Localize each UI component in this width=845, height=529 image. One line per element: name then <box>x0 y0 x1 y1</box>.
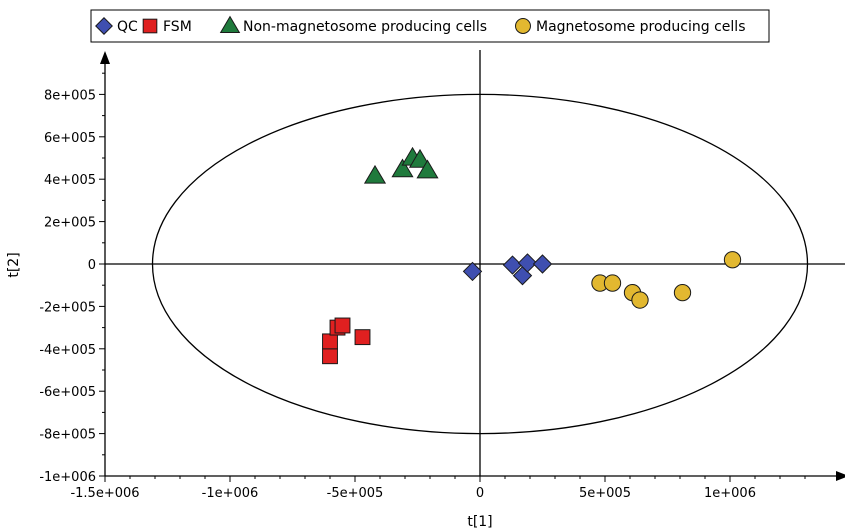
axes: -1.5e+006 -1e+006 -5e+005 0 5e+005 1e+006-1e+… <box>39 50 845 501</box>
legend-label-qc: QC <box>117 19 138 35</box>
fsm-point <box>354 329 371 346</box>
y-axis-label: t[2] <box>6 252 22 277</box>
y-tick-label: 2e+005 <box>44 216 96 231</box>
non-magnetosome-producing-cells-point <box>363 164 387 184</box>
qc-point <box>502 255 523 275</box>
non-magnetosome-producing-cells-point <box>391 158 414 178</box>
x-tick-label: 0 <box>476 486 484 501</box>
legend-marker-fsm <box>142 18 158 34</box>
legend-label-fsm: FSM <box>163 19 192 35</box>
qc-point <box>532 254 553 274</box>
x-axis-label: t[1] <box>467 514 492 529</box>
y-tick-label: -6e+005 <box>39 385 96 400</box>
legend-marker-qc <box>95 17 113 35</box>
fsm-point <box>322 348 338 365</box>
y-axis-arrow <box>100 51 110 64</box>
qc-point <box>517 253 538 273</box>
magnetosome-producing-cells-point <box>673 283 692 302</box>
legend-box <box>90 9 770 43</box>
x-tick-label: 1e+006 <box>704 486 756 501</box>
qc-point <box>462 261 483 282</box>
legend-marker-magnetosome-producing-cells <box>515 18 531 34</box>
x-tick-label: -1.5e+006 <box>70 486 139 501</box>
y-tick-label: -2e+005 <box>39 300 96 315</box>
y-tick-label: 0 <box>88 258 96 273</box>
y-tick-label: 8e+005 <box>44 88 96 103</box>
data-points <box>322 146 742 365</box>
y-tick-label: -8e+005 <box>39 428 96 443</box>
y-tick-label: 6e+005 <box>44 131 96 146</box>
non-magnetosome-producing-cells-point <box>416 159 439 179</box>
fsm-point <box>334 317 351 334</box>
x-tick-label: -1e+006 <box>202 486 259 501</box>
fsm-point <box>322 333 338 350</box>
x-tick-label: 5e+005 <box>579 486 631 501</box>
legend-label-magnetosome-producing-cells: Magnetosome producing cells <box>536 19 746 35</box>
y-tick-label: -1e+006 <box>39 470 96 485</box>
non-magnetosome-producing-cells-point <box>408 148 432 168</box>
magnetosome-producing-cells-point <box>603 274 622 292</box>
axis-labels: t[1] t[2] <box>6 252 493 529</box>
legend-marker-non-magnetosome-producing-cells <box>219 15 241 34</box>
legend-label-non-magnetosome-producing-cells: Non-magnetosome producing cells <box>243 19 487 35</box>
x-tick-label: -5e+005 <box>327 486 384 501</box>
legend: QC FSM Non-magnetosome producing cells Magn… <box>90 9 770 43</box>
magnetosome-producing-cells-point <box>723 251 742 269</box>
x-axis-arrow <box>836 471 845 481</box>
y-tick-label: -4e+005 <box>39 343 96 358</box>
y-tick-label: 4e+005 <box>44 173 96 188</box>
magnetosome-producing-cells-point <box>631 291 649 309</box>
